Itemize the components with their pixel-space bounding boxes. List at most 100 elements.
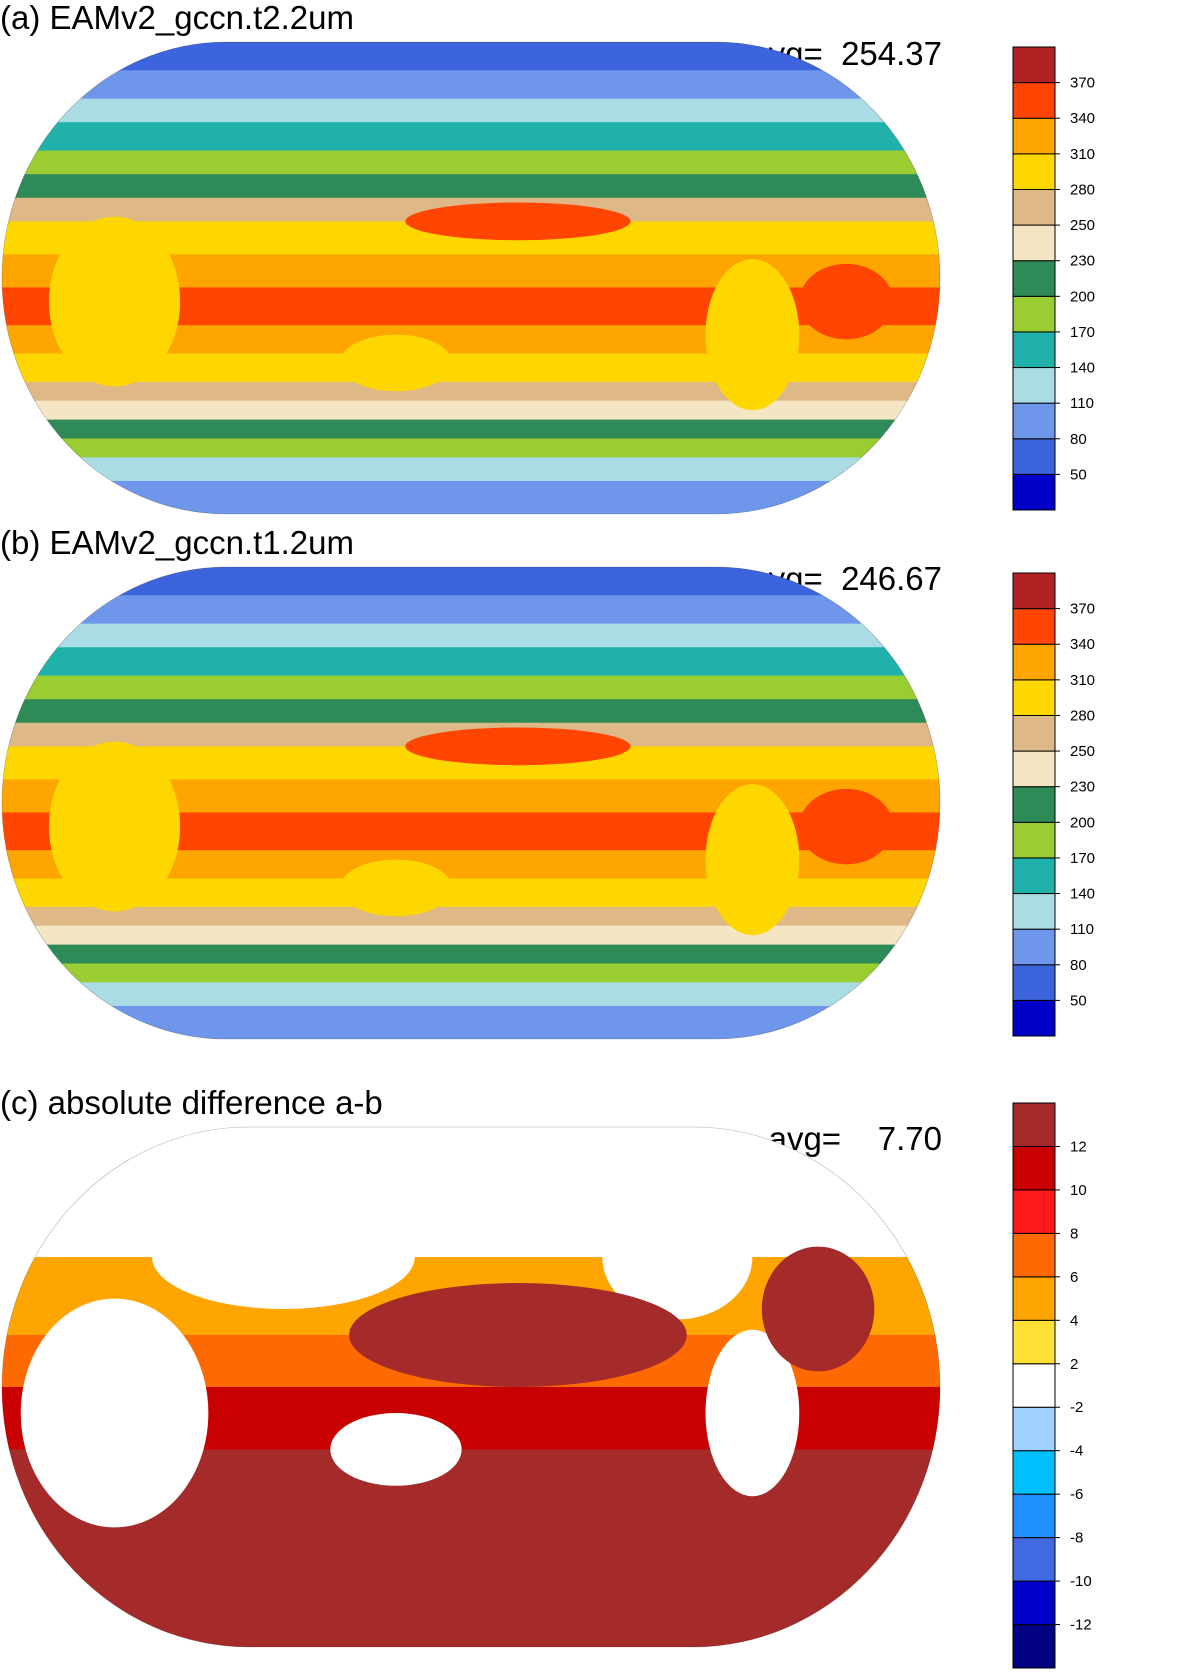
map-band — [2, 623, 940, 648]
colorbar-swatch — [1012, 786, 1056, 823]
panel-a: (a) EAMv2_gccn.t2.2um avg= 254.37 50 80 11… — [0, 0, 1188, 520]
map-band — [2, 944, 940, 964]
colorbar-swatch — [1012, 82, 1056, 119]
colorbar-label: 370 — [1070, 75, 1095, 92]
colorbar-swatch — [1012, 331, 1056, 369]
colorbar-swatch — [1012, 750, 1056, 788]
land-region — [339, 859, 453, 917]
map-band — [2, 419, 940, 439]
colorbar-label: 50 — [1070, 992, 1087, 1009]
land-region — [705, 1329, 800, 1497]
map-band — [2, 400, 940, 421]
colorbar-swatch — [1012, 928, 1056, 966]
colorbar-label: -6 — [1070, 1486, 1083, 1503]
colorbar-label: -4 — [1070, 1443, 1083, 1460]
colorbar-label: 140 — [1070, 886, 1095, 903]
colorbar-label: 50 — [1070, 466, 1087, 483]
colorbar-label: 280 — [1070, 707, 1095, 724]
colorbar-swatch — [1012, 153, 1056, 190]
colorbar-label: 310 — [1070, 146, 1095, 163]
map-band — [2, 595, 940, 625]
colorbar-label: 280 — [1070, 181, 1095, 198]
map-svg: -12 -10 -8 -6 -4 -2 2 4 6 8 10 12 — [1, 1102, 1092, 1669]
colorbar-swatch — [1012, 572, 1056, 610]
colorbar-swatch — [1012, 295, 1056, 333]
land-region — [48, 216, 181, 387]
land-region — [799, 788, 894, 865]
land-region — [152, 1205, 415, 1309]
colorbar-swatch — [1012, 1145, 1056, 1191]
map-band — [2, 699, 940, 724]
avg-value: 254.37 — [841, 35, 942, 72]
map-outline — [1, 566, 941, 1040]
map-svg: 50 80 110 140 170 200 230 250 280 310 340 370 — [1, 41, 1095, 515]
colorbar-label: 12 — [1070, 1138, 1087, 1155]
land-region — [799, 263, 894, 340]
colorbar-swatch — [1012, 714, 1056, 752]
panel-c: (c) absolute difference a-b avg= 7.70 -1… — [0, 1085, 1188, 1675]
colorbar-swatch — [1012, 1189, 1056, 1234]
colorbar-label: 250 — [1070, 217, 1095, 234]
land-region — [20, 1298, 209, 1528]
colorbar-swatch — [1012, 1537, 1056, 1582]
colorbar-label: 340 — [1070, 110, 1095, 127]
panel-title: (b) EAMv2_gccn.t1.2um — [0, 524, 354, 561]
map-band — [2, 70, 940, 100]
colorbar-label: 340 — [1070, 636, 1095, 653]
land-region — [705, 784, 800, 936]
map-band — [2, 174, 940, 199]
colorbar-swatch — [1012, 1102, 1056, 1147]
land-region — [339, 334, 453, 392]
colorbar-swatch — [1012, 224, 1056, 262]
colorbar-label: 10 — [1070, 1182, 1087, 1199]
colorbar-swatch — [1012, 402, 1056, 440]
map-band — [2, 906, 940, 927]
map-band — [2, 457, 940, 482]
map-band — [2, 480, 940, 514]
panel-title: (c) absolute difference a-b — [0, 1084, 383, 1121]
colorbar-swatch — [1012, 608, 1056, 645]
colorbar-label: -12 — [1070, 1617, 1092, 1634]
map-outline — [1, 41, 941, 515]
land-region — [330, 1413, 462, 1486]
colorbar-swatch — [1012, 1319, 1056, 1365]
colorbar-label: 170 — [1070, 324, 1095, 341]
colorbar-swatch — [1012, 46, 1056, 84]
colorbar-label: 370 — [1070, 601, 1095, 618]
colorbar-swatch — [1012, 999, 1056, 1037]
colorbar-swatch — [1012, 821, 1056, 859]
colorbar-label: 80 — [1070, 431, 1087, 448]
colorbar-label: 310 — [1070, 672, 1095, 689]
map-band — [2, 42, 940, 71]
colorbar-label: -10 — [1070, 1573, 1092, 1590]
colorbar-swatch — [1012, 1580, 1056, 1626]
land-region — [602, 1194, 753, 1320]
panel-average: avg= 7.70 — [700, 1085, 942, 1193]
map-band — [2, 675, 940, 700]
colorbar-swatch — [1012, 643, 1056, 681]
map-svg: 50 80 110 140 170 200 230 250 280 310 340 370 — [1, 566, 1095, 1040]
land-region — [48, 741, 181, 912]
land-region — [349, 1283, 687, 1387]
colorbar-label: 2 — [1070, 1356, 1078, 1373]
colorbar-swatch — [1012, 1232, 1056, 1278]
colorbar-swatch — [1012, 260, 1056, 297]
panel-b: (b) EAMv2_gccn.t1.2um avg= 246.67 50 80 11… — [0, 525, 1188, 1045]
map-outline — [1, 1126, 941, 1648]
colorbar-swatch — [1012, 1624, 1056, 1669]
map-band — [2, 98, 940, 123]
colorbar-swatch — [1012, 367, 1056, 404]
colorbar-swatch — [1012, 857, 1056, 895]
colorbar-swatch — [1012, 893, 1056, 930]
colorbar-swatch — [1012, 1276, 1056, 1321]
map-band — [2, 150, 940, 175]
map-band — [2, 1127, 940, 1258]
land-region — [405, 202, 631, 241]
colorbar-label: 230 — [1070, 779, 1095, 796]
colorbar-label: 110 — [1070, 921, 1094, 938]
colorbar-label: 8 — [1070, 1225, 1078, 1242]
map-field — [2, 1127, 940, 1647]
map-band — [2, 381, 940, 402]
map-band — [2, 438, 940, 458]
colorbar-swatch — [1012, 1450, 1056, 1495]
